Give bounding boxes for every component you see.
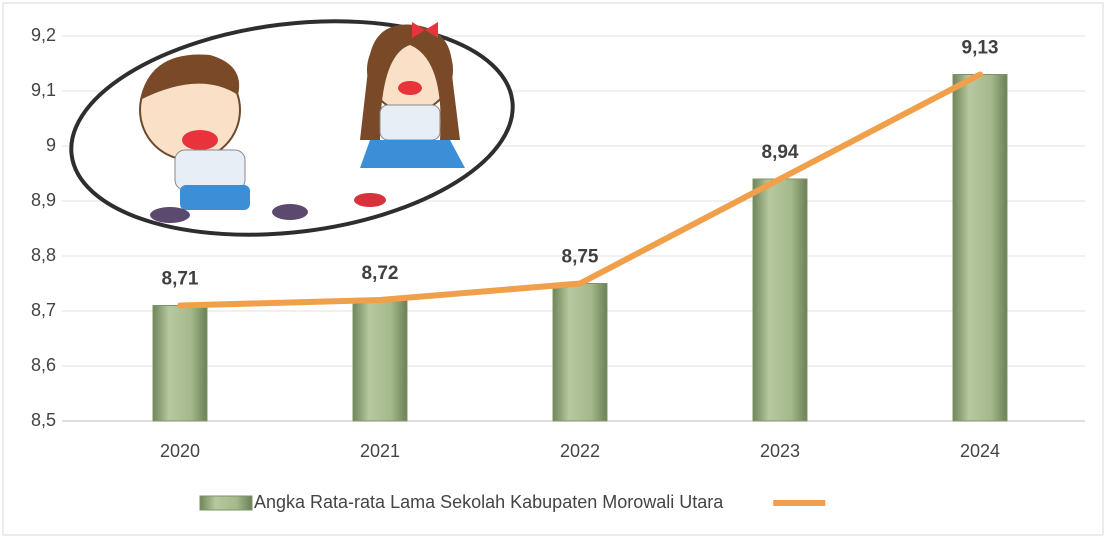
bar xyxy=(353,300,407,421)
x-tick-label: 2020 xyxy=(160,441,200,461)
bar xyxy=(553,284,607,422)
data-label: 9,13 xyxy=(962,38,999,59)
data-label: 8,94 xyxy=(762,142,799,163)
bar xyxy=(953,75,1007,422)
legend-swatch xyxy=(200,496,252,510)
data-label: 8,75 xyxy=(562,247,599,268)
y-tick-label: 8,9 xyxy=(31,190,56,210)
y-tick-label: 9 xyxy=(46,135,56,155)
y-tick-label: 8,7 xyxy=(31,300,56,320)
page: 8,5 8,6 8,7 8,8 8,9 9 9,1 9,2 2020 2021 2022 2023 20… xyxy=(0,0,1107,543)
y-tick-label: 8,6 xyxy=(31,355,56,375)
data-label: 8,71 xyxy=(162,269,199,290)
x-tick-label: 2024 xyxy=(960,441,1000,461)
chart: 8,5 8,6 8,7 8,8 8,9 9 9,1 9,2 2020 2021 2022 2023 20… xyxy=(0,0,1107,538)
y-tick-label: 8,8 xyxy=(31,245,56,265)
x-tick-label: 2022 xyxy=(560,441,600,461)
legend-label: Angka Rata-rata Lama Sekolah Kabupaten M… xyxy=(254,492,724,512)
x-tick-label: 2023 xyxy=(760,441,800,461)
data-label: 8,72 xyxy=(362,263,399,284)
y-tick-label: 8,5 xyxy=(31,410,56,430)
bar xyxy=(753,179,807,421)
y-tick-label: 9,1 xyxy=(31,80,56,100)
y-tick-label: 9,2 xyxy=(31,25,56,45)
x-tick-label: 2021 xyxy=(360,441,400,461)
bar xyxy=(153,306,207,422)
